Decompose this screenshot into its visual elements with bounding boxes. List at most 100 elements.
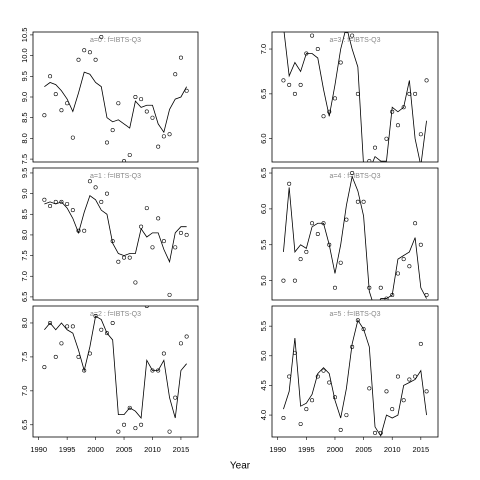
observed-point — [173, 245, 178, 250]
panel: a=0 : f=IBTS-Q3 7.5 8.0 8.5 9.0 9.5 10.0 10.5 — [20, 28, 199, 164]
observed-point — [287, 82, 292, 87]
fitted-line — [283, 175, 427, 300]
y-tick-label: 6.5 — [259, 168, 268, 178]
observed-point — [332, 395, 337, 400]
observed-point — [82, 48, 87, 53]
y-tick-label: 5.0 — [259, 275, 268, 285]
y-tick-label: 8.5 — [20, 209, 29, 219]
observed-point — [48, 74, 53, 79]
fitted-line — [44, 195, 187, 264]
observed-point — [110, 320, 115, 325]
observed-point — [87, 50, 92, 55]
observed-point — [327, 380, 332, 385]
observed-point — [116, 259, 121, 264]
x-tick-label: 2010 — [144, 445, 161, 454]
y-tick-label: 8.0 — [20, 230, 29, 240]
observed-point — [350, 33, 355, 38]
observed-point — [127, 152, 132, 157]
observed-point — [281, 278, 286, 283]
panel-frame — [32, 31, 199, 163]
observed-point — [344, 217, 349, 222]
observed-point — [139, 224, 144, 229]
observed-point — [70, 324, 75, 329]
observed-point — [338, 427, 343, 432]
x-tick-label: 2005 — [355, 445, 372, 454]
observed-point — [70, 135, 75, 140]
observed-point — [42, 197, 47, 202]
observed-point — [122, 422, 127, 427]
observed-point — [304, 249, 309, 254]
y-tick-label: 10.0 — [20, 48, 29, 63]
observed-point — [127, 255, 132, 260]
y-tick-label: 8.0 — [20, 318, 29, 328]
observed-point — [53, 92, 58, 97]
observed-point — [150, 368, 155, 373]
observed-point — [139, 422, 144, 427]
panel: a=3 : f=IBTS-Q3 6.0 6.5 7.0 — [259, 31, 439, 167]
observed-point — [93, 314, 98, 319]
x-tick-label: 2000 — [87, 445, 104, 454]
observed-point — [76, 354, 81, 359]
observed-point — [332, 96, 337, 101]
observed-point — [310, 33, 315, 38]
observed-point — [350, 344, 355, 349]
x-tick-label: 1995 — [59, 445, 76, 454]
observed-point — [76, 57, 81, 62]
y-tick-label: 7.0 — [20, 386, 29, 396]
observed-point — [378, 285, 383, 290]
y-tick-label: 9.5 — [20, 71, 29, 81]
plot-area — [42, 306, 189, 434]
observed-point — [407, 91, 412, 96]
observed-point — [150, 245, 155, 250]
observed-point — [167, 429, 172, 434]
observed-point — [122, 255, 127, 260]
y-tick-label: 6.5 — [259, 89, 268, 99]
observed-point — [321, 114, 326, 119]
observed-point — [178, 230, 183, 235]
observed-point — [93, 185, 98, 190]
x-tick-label: 1990 — [30, 445, 47, 454]
observed-point — [407, 264, 412, 269]
observed-point — [59, 108, 64, 113]
x-tick-label: 2010 — [384, 445, 401, 454]
y-tick-label: 8.5 — [20, 112, 29, 122]
observed-point — [184, 88, 189, 93]
y-tick-label: 4.0 — [259, 410, 268, 420]
x-axis-label: Year — [230, 461, 251, 472]
observed-point — [48, 204, 53, 209]
observed-point — [65, 324, 70, 329]
observed-point — [281, 78, 286, 83]
panel-title: a=0 : f=IBTS-Q3 — [90, 37, 141, 44]
observed-point — [361, 199, 366, 204]
observed-point — [344, 413, 349, 418]
y-tick-label: 9.0 — [20, 92, 29, 102]
observed-point — [298, 257, 303, 262]
observed-point — [379, 164, 382, 167]
observed-point — [367, 159, 372, 162]
panel-title: a=1 : f=IBTS-Q3 — [90, 173, 141, 180]
observed-point — [304, 51, 309, 56]
observed-point — [424, 389, 429, 394]
y-tick-label: 6.0 — [259, 204, 268, 214]
observed-point — [407, 377, 412, 382]
x-tick-label: 2015 — [412, 445, 429, 454]
observed-point — [390, 292, 395, 297]
plot-area — [42, 34, 189, 162]
observed-point — [76, 228, 81, 233]
plot-area — [42, 179, 189, 297]
observed-point — [292, 350, 297, 355]
fitted-line — [283, 32, 427, 162]
y-tick-label: 7.5 — [20, 352, 29, 362]
observed-point — [361, 327, 366, 332]
observed-point — [424, 78, 429, 83]
observed-point — [292, 91, 297, 96]
observed-point — [65, 201, 70, 206]
observed-point — [298, 82, 303, 87]
observed-point — [378, 430, 383, 435]
observed-point — [355, 199, 360, 204]
observed-point — [418, 242, 423, 247]
observed-point — [161, 239, 166, 244]
observed-point — [373, 145, 378, 150]
observed-point — [167, 132, 172, 137]
